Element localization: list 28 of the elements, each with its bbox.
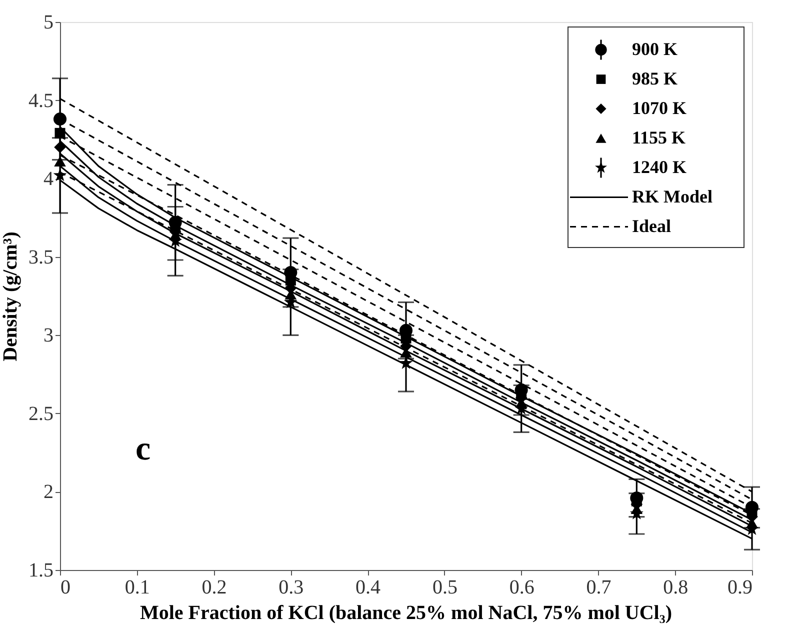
x-tick-label: 0 [60, 576, 70, 598]
annotation: c [135, 430, 151, 468]
legend-label: 985 K [632, 68, 678, 88]
legend-label: 1070 K [632, 98, 687, 118]
y-tick-label: 4 [44, 168, 54, 190]
x-tick-label: 0.1 [124, 576, 150, 598]
legend-label: 1155 K [632, 127, 686, 148]
x-tick-label: 0.9 [728, 576, 752, 598]
x-axis-title: Mole Fraction of KCl (balance 25% mol NaCl, 75% mol UCl₃) [140, 602, 672, 624]
y-tick-label: 3.5 [28, 246, 54, 268]
x-tick-label: 0.5 [432, 576, 458, 598]
y-tick-label: 2.5 [28, 402, 54, 425]
x-tick-label: 0.2 [202, 576, 227, 598]
x-tick-label: 0.8 [663, 576, 688, 598]
x-tick-label: 0.6 [509, 576, 534, 598]
y-tick-label: 5 [44, 12, 54, 34]
legend-label: RK Model [632, 186, 712, 206]
legend-label: 900 K [632, 38, 678, 59]
y-tick-label: 1.5 [28, 560, 54, 582]
y-axis-title: Density (g/cm³) [0, 232, 22, 362]
legend-label: 1240 K [632, 156, 687, 177]
y-tick-label: 2 [44, 481, 54, 504]
y-tick-label: 3 [44, 324, 54, 347]
x-tick-label: 0.3 [278, 576, 304, 598]
y-tick-label: 4.5 [28, 90, 54, 112]
x-tick-label: 0.4 [356, 576, 381, 598]
x-tick-label: 0.7 [586, 576, 612, 598]
legend-label: Ideal [632, 216, 672, 236]
